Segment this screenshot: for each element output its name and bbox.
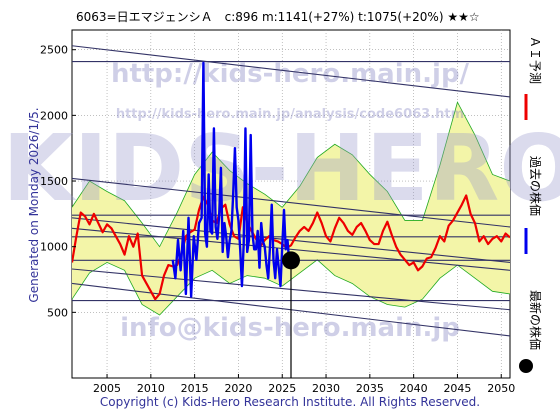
y-tick-label: 500: [47, 306, 68, 319]
series: [72, 61, 510, 301]
x-tick-label: 2025: [268, 382, 296, 395]
trend-line: [72, 177, 510, 228]
y-tick-label: 1000: [40, 241, 68, 254]
x-tick-label: 2010: [137, 382, 165, 395]
trend-line: [72, 227, 510, 271]
x-tick-label: 2005: [93, 382, 121, 395]
y-tick-label: 2500: [40, 44, 68, 57]
x-tick-label: 2040: [400, 382, 428, 395]
x-tick-label: 2015: [181, 382, 209, 395]
y-tick-label: 1500: [40, 175, 68, 188]
latest-marker: [282, 251, 300, 378]
x-tick-label: 2045: [443, 382, 471, 395]
x-tick-label: 2030: [312, 382, 340, 395]
legend-latest-swatch: [519, 359, 533, 373]
latest-price-dot: [282, 251, 300, 270]
watermark-analysis-url: http://kids-hero.main.jp/analysis/code60…: [116, 107, 464, 122]
legend-ai-label: ＡＩ予測: [528, 36, 542, 84]
x-tick-label: 2020: [224, 382, 252, 395]
legend-past-label: 過去の株価: [528, 156, 543, 216]
x-tick-label: 2035: [356, 382, 384, 395]
ai-forecast-line: [72, 194, 510, 301]
x-tick-label: 2050: [487, 382, 515, 395]
axes: 2005 2010 2015 2020 2025 2030 2035 2040 2045 2050…: [40, 44, 515, 395]
watermark-big: KIDS-HERO: [2, 115, 560, 222]
watermark-mail: info@kids-hero.main.jp: [120, 313, 460, 343]
band-upper-line: [72, 101, 510, 248]
trend-line: [72, 217, 510, 263]
legend: ＡＩ予測 過去の株価 最新の株価: [519, 36, 543, 373]
legend-latest-label: 最新の株価: [528, 290, 543, 350]
y-tick-label: 2000: [40, 109, 68, 122]
past-price-line: [171, 61, 292, 298]
trend-line: [72, 45, 510, 98]
watermark-url: http://kids-hero.main.jp/: [111, 59, 470, 89]
generated-date-label: Generated on Monday 2026/1/5.: [27, 107, 41, 302]
chart-title: 6063=日エマジェンシＡ c:896 m:1141(+27%) t:1075(…: [76, 10, 480, 24]
copyright-footer: Copyright (c) Kids-Hero Research Institu…: [100, 395, 480, 409]
